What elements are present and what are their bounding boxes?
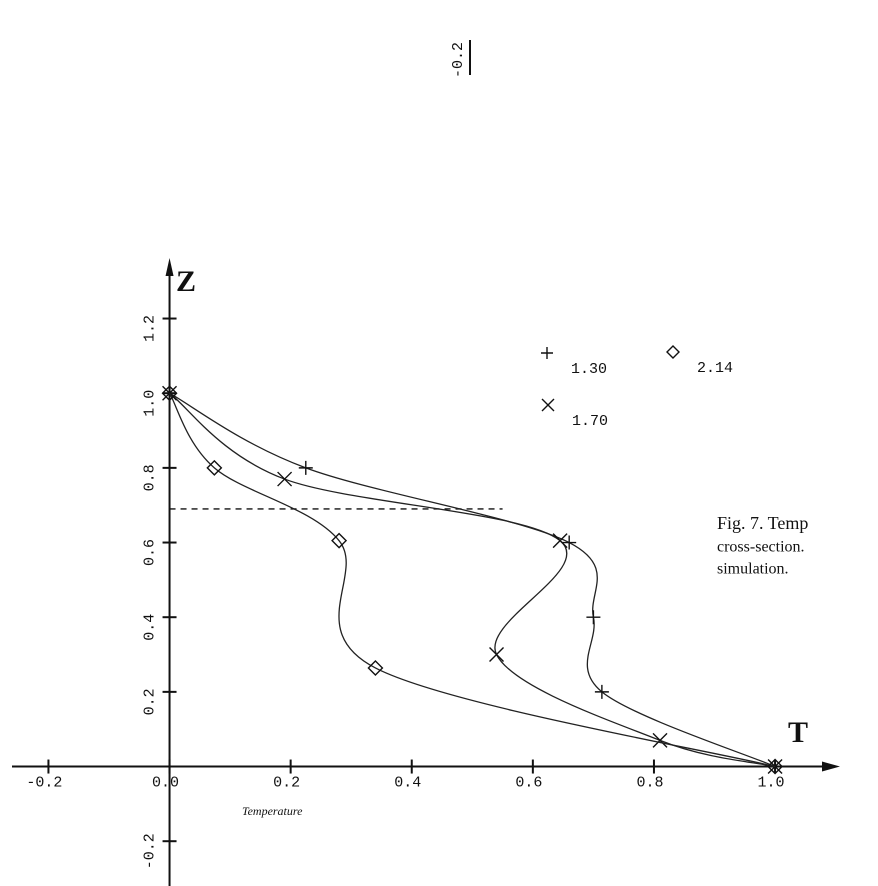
legend-marker — [541, 347, 553, 359]
marker — [489, 647, 505, 663]
marker — [767, 758, 784, 775]
marker — [298, 460, 313, 475]
caption-line: simulation. — [717, 561, 789, 578]
x-tick-label: 0.4 — [394, 775, 421, 792]
y-tick-label: 0.6 — [142, 539, 159, 566]
x-axis-caption: Temperature — [242, 804, 303, 818]
y-tick-label: 0.8 — [142, 464, 159, 491]
marker — [562, 535, 577, 550]
legend-label: 2.14 — [697, 360, 733, 377]
caption-line: Fig. 7. Temp — [717, 513, 808, 533]
legend-marker — [666, 345, 680, 359]
legend-label: 1.70 — [572, 413, 608, 430]
series-line — [169, 392, 776, 768]
marker — [594, 684, 609, 699]
x-tick-label: 0.8 — [636, 775, 663, 792]
x-tick-label: 1.0 — [758, 775, 785, 792]
y-axis-arrow — [165, 258, 174, 276]
marker — [652, 732, 668, 748]
y-axis-label: Z — [176, 265, 196, 298]
marker — [552, 533, 568, 549]
marker — [586, 610, 601, 625]
y-tick-label: 0.2 — [142, 688, 159, 715]
y-tick-label: -0.2 — [142, 833, 159, 869]
x-tick-label: 0.6 — [515, 775, 542, 792]
x-tick-label: 0.2 — [273, 775, 300, 792]
marker — [161, 385, 178, 402]
y-tick-label: 1.0 — [142, 390, 159, 417]
series-line — [168, 392, 776, 768]
legend-label: 1.30 — [571, 361, 607, 378]
marker — [206, 459, 223, 476]
marker — [331, 532, 348, 549]
x-tick-label: -0.2 — [26, 775, 62, 792]
caption-line: cross-section. — [717, 539, 805, 556]
legend-marker — [541, 398, 555, 412]
series-line — [169, 392, 776, 768]
marker — [367, 659, 384, 676]
x-axis-label: T — [788, 716, 808, 749]
y-tick-label: 0.4 — [142, 614, 159, 641]
marker — [277, 471, 293, 487]
fragment-tick-label: -0.2 — [450, 42, 467, 78]
x-tick-label: 0.0 — [152, 775, 179, 792]
x-axis-arrow — [822, 761, 840, 772]
y-tick-label: 1.2 — [142, 315, 159, 342]
